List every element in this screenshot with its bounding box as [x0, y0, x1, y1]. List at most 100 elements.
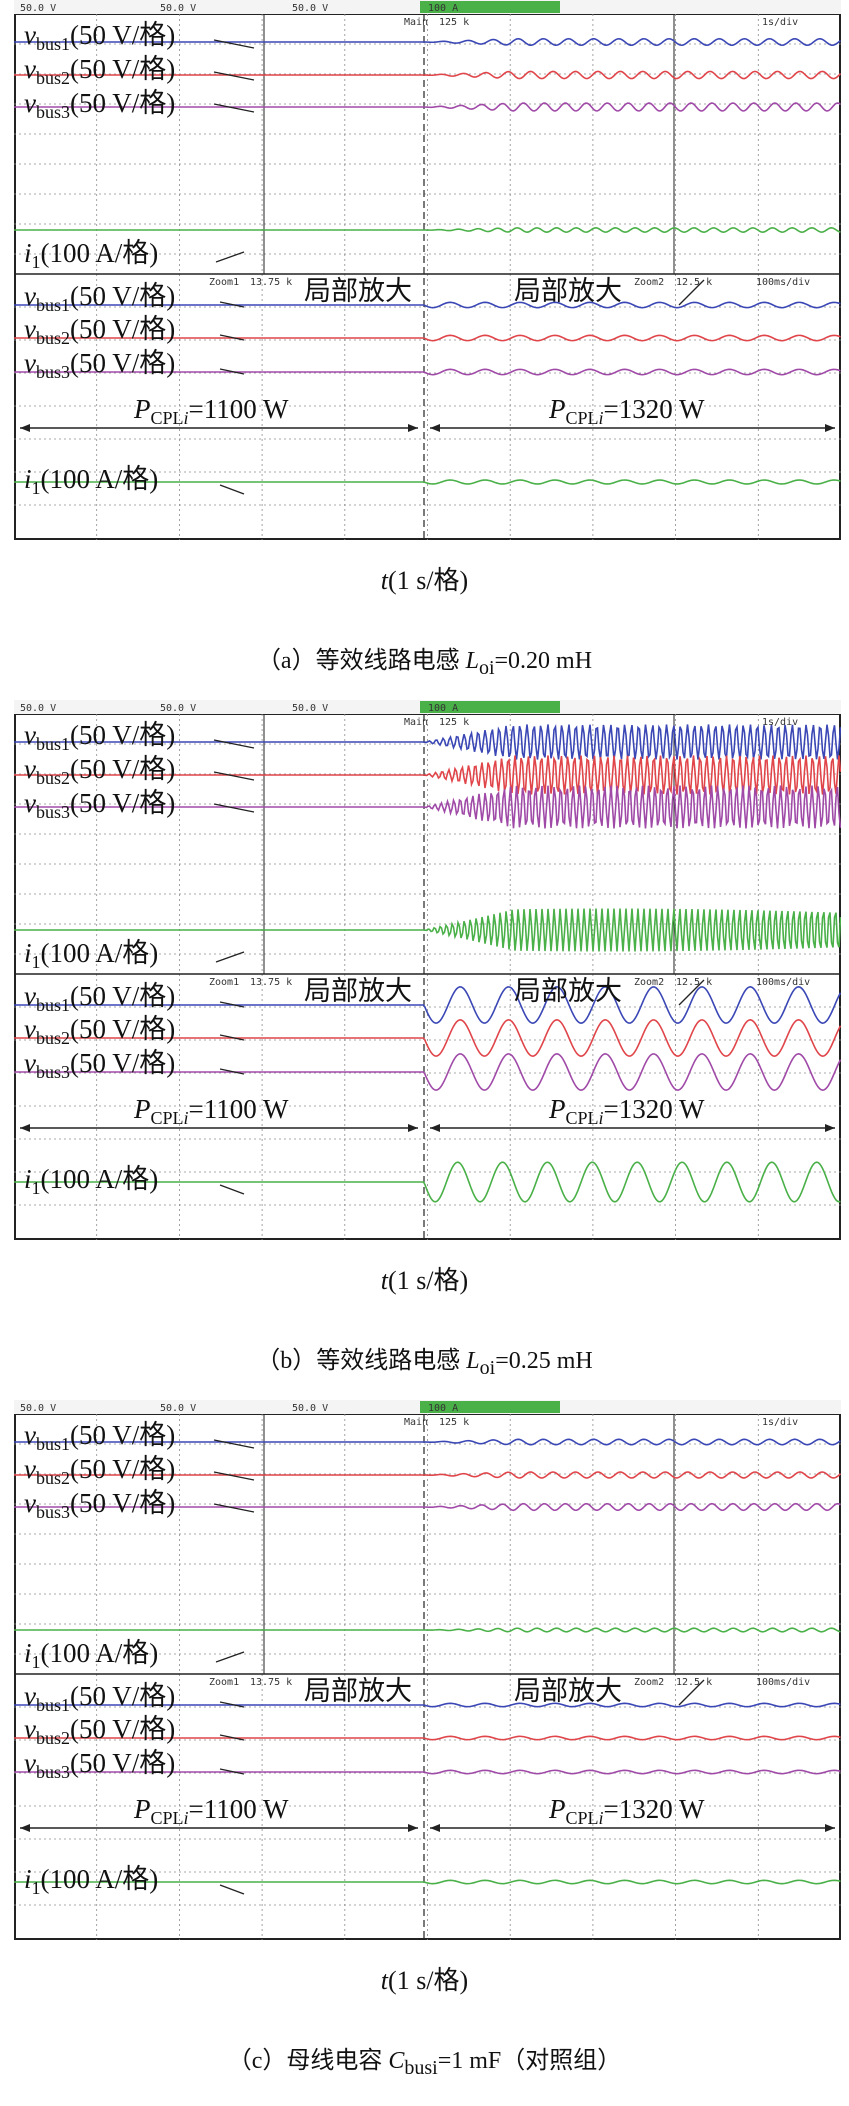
ch3-scale: 50.0 V: [292, 3, 328, 14]
vbus3-trace-main: [14, 102, 841, 112]
arrow-head: [20, 424, 30, 432]
power-before-label: PCPLi=1100 W: [133, 1794, 289, 1828]
i1-trace-zoom: [14, 1879, 841, 1885]
caption-subscript: oi: [478, 656, 495, 679]
i1-trace-main: [14, 1627, 841, 1633]
caption-suffix: =0.20 mH: [494, 648, 593, 674]
caption-prefix: （b）等效线路电感: [256, 1348, 467, 1374]
vbus3-label-zoom: vbus3(50 V/格): [24, 348, 175, 382]
waveforms: [14, 723, 841, 1203]
zoom-label-right: 局部放大: [514, 976, 622, 1006]
arrow-head: [20, 1824, 30, 1832]
ch4-scale: 100 A: [428, 703, 458, 714]
label-leader: [219, 1034, 245, 1041]
vbus1-trace-zoom: [14, 986, 841, 1024]
ch1-scale: 50.0 V: [20, 703, 56, 714]
vbus3-trace-main: [14, 785, 841, 829]
zoom-timebase: 100ms/div: [756, 977, 810, 988]
vbus1-trace-zoom: [14, 301, 841, 309]
vbus3-trace-zoom: [14, 1053, 841, 1091]
arrow-head: [430, 1124, 440, 1132]
vbus2-trace-main: [14, 70, 841, 80]
power-before-label: PCPLi=1100 W: [133, 394, 289, 428]
vbus2-label-zoom: vbus2(50 V/格): [24, 314, 175, 348]
channel-header: 50.0 V 50.0 V 50.0 V 100 A: [14, 700, 841, 714]
label-leader: [219, 1068, 245, 1075]
power-before-label: PCPLi=1100 W: [133, 1094, 289, 1128]
main-timebase: 1s/div: [762, 17, 798, 28]
figure-panel: 50.0 V 50.0 V 50.0 V 100 A Main 125 k 1s…: [0, 0, 849, 700]
i1-trace-main: [14, 227, 841, 233]
arrow-head: [430, 1824, 440, 1832]
zoom-label-right: 局部放大: [514, 1676, 622, 1706]
zoom2-value: 12.5 k: [676, 277, 712, 288]
main-points: 125 k: [439, 1417, 469, 1428]
vbus2-label-main: vbus2(50 V/格): [24, 54, 175, 88]
i1-label-zoom: i1(100 A/格): [24, 1864, 158, 1898]
zoom-timebase: 100ms/div: [756, 277, 810, 288]
label-leader: [678, 979, 705, 1006]
label-leader: [219, 334, 245, 341]
label-leader: [219, 301, 245, 308]
label-leader: [213, 103, 255, 113]
main-label: Main: [404, 17, 428, 28]
power-after-label: PCPLi=1320 W: [548, 394, 705, 428]
panel-caption: （b）等效线路电感 Loi=0.25 mH: [0, 1340, 849, 1380]
panel-caption: （a）等效线路电感 Loi=0.20 mH: [0, 640, 849, 680]
vbus2-label-main: vbus2(50 V/格): [24, 754, 175, 788]
vbus3-trace-main: [14, 1502, 841, 1512]
vbus3-label-zoom: vbus3(50 V/格): [24, 1748, 175, 1782]
main-points: 125 k: [439, 717, 469, 728]
vbus3-trace-zoom: [14, 1769, 841, 1775]
vbus3-label-main: vbus3(50 V/格): [24, 1488, 175, 1522]
vbus1-label-zoom: vbus1(50 V/格): [24, 981, 175, 1015]
zoom1-value: 13.75 k: [250, 1677, 292, 1688]
vbus1-label-main: vbus1(50 V/格): [24, 1420, 175, 1454]
main-label: Main: [404, 717, 428, 728]
vbus2-trace-zoom: [14, 1019, 841, 1057]
label-leader: [213, 803, 255, 813]
ch4-header-highlight: [420, 701, 560, 713]
ch1-scale: 50.0 V: [20, 3, 56, 14]
vbus1-trace-zoom: [14, 1702, 841, 1708]
vbus2-label-zoom: vbus2(50 V/格): [24, 1014, 175, 1048]
vbus3-label-zoom: vbus3(50 V/格): [24, 1048, 175, 1082]
vbus1-trace-main: [14, 1438, 841, 1446]
i1-trace-main: [14, 908, 841, 952]
power-after-label: PCPLi=1320 W: [548, 1794, 705, 1828]
caption-prefix: （a）等效线路电感: [256, 648, 466, 674]
ch4-scale: 100 A: [428, 1403, 458, 1414]
ch2-scale: 50.0 V: [160, 3, 196, 14]
waveforms: [14, 1438, 841, 1895]
main-timebase: 1s/div: [762, 1417, 798, 1428]
main-timebase: 1s/div: [762, 717, 798, 728]
ch2-scale: 50.0 V: [160, 1403, 196, 1414]
zoom1-label: Zoom1: [209, 977, 239, 988]
label-leader: [219, 1184, 245, 1195]
label-leader: [219, 1768, 245, 1775]
label-leader: [219, 484, 245, 495]
vbus2-trace-zoom: [14, 1735, 841, 1741]
time-axis-label: t(1 s/格): [380, 566, 469, 595]
vbus2-trace-zoom: [14, 334, 841, 342]
vbus1-label-zoom: vbus1(50 V/格): [24, 281, 175, 315]
zoom-label-left: 局部放大: [304, 1676, 412, 1706]
zoom2-value: 12.5 k: [676, 977, 712, 988]
scope-plot: 50.0 V 50.0 V 50.0 V 100 A Main 125 k 1s…: [14, 1400, 841, 1940]
label-leader: [219, 1734, 245, 1741]
vbus3-trace-zoom: [14, 368, 841, 376]
label-leader: [213, 1503, 255, 1513]
ch4-header-highlight: [420, 1, 560, 13]
caption-symbol: C: [388, 2048, 405, 2074]
zoom2-label: Zoom2: [634, 1677, 664, 1688]
zoom2-value: 12.5 k: [676, 1677, 712, 1688]
scope-plot: 50.0 V 50.0 V 50.0 V 100 A Main 125 k 1s…: [14, 0, 841, 540]
label-leader: [215, 251, 245, 263]
panel-caption: （c）母线电容 Cbusi=1 mF（对照组）: [0, 2040, 849, 2080]
label-leader: [215, 1651, 245, 1663]
label-leader: [678, 279, 705, 306]
i1-label-zoom: i1(100 A/格): [24, 1164, 158, 1198]
i1-label-main: i1(100 A/格): [24, 238, 158, 272]
label-leader: [678, 1679, 705, 1706]
figure-panel: 50.0 V 50.0 V 50.0 V 100 A Main 125 k 1s…: [0, 1400, 849, 2100]
